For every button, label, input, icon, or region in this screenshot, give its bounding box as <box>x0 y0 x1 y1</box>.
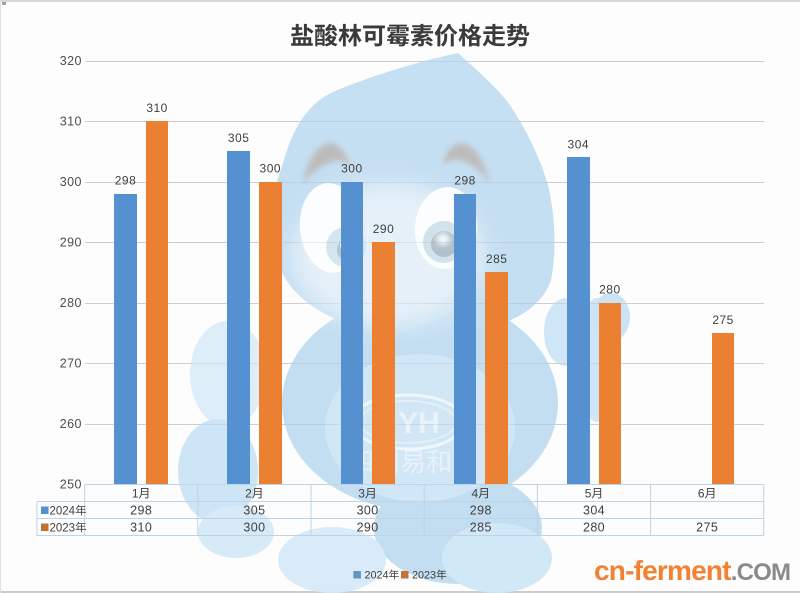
svg-text:260: 260 <box>60 417 82 431</box>
svg-text:300: 300 <box>60 175 82 189</box>
svg-text:5: 5 <box>585 487 592 501</box>
svg-text:3: 3 <box>358 487 365 501</box>
svg-text:300: 300 <box>243 521 265 535</box>
svg-text:290: 290 <box>60 235 82 249</box>
svg-text:6: 6 <box>698 487 705 501</box>
svg-text:300: 300 <box>260 162 282 176</box>
svg-text:300: 300 <box>341 162 363 176</box>
svg-text:2023: 2023 <box>50 523 76 535</box>
svg-text:304: 304 <box>568 137 590 151</box>
svg-text:298: 298 <box>115 174 137 188</box>
svg-text:280: 280 <box>599 283 621 297</box>
svg-text:280: 280 <box>60 296 82 310</box>
svg-text:270: 270 <box>60 356 82 370</box>
svg-text:2024: 2024 <box>365 570 389 582</box>
svg-text:2: 2 <box>245 487 252 501</box>
svg-text:285: 285 <box>486 252 508 266</box>
svg-text:250: 250 <box>60 477 82 491</box>
svg-text:304: 304 <box>583 504 605 518</box>
svg-text:298: 298 <box>130 504 152 518</box>
svg-text:310: 310 <box>60 114 82 128</box>
svg-text:310: 310 <box>146 101 168 115</box>
svg-text:YH: YH <box>398 407 440 440</box>
svg-text:285: 285 <box>470 521 492 535</box>
svg-text:298: 298 <box>470 504 492 518</box>
svg-text:290: 290 <box>357 521 379 535</box>
svg-text:305: 305 <box>228 131 250 145</box>
svg-text:4: 4 <box>472 487 479 501</box>
svg-text:280: 280 <box>583 521 605 535</box>
svg-text:298: 298 <box>454 174 476 188</box>
svg-text:2024: 2024 <box>50 506 76 518</box>
svg-text:275: 275 <box>712 313 734 327</box>
svg-text:2023: 2023 <box>412 570 436 582</box>
svg-text:275: 275 <box>696 521 718 535</box>
svg-text:300: 300 <box>357 504 379 518</box>
svg-text:320: 320 <box>60 54 82 68</box>
svg-text:310: 310 <box>130 521 152 535</box>
svg-text:1: 1 <box>132 487 139 501</box>
svg-text:305: 305 <box>243 504 265 518</box>
svg-text:290: 290 <box>373 222 395 236</box>
